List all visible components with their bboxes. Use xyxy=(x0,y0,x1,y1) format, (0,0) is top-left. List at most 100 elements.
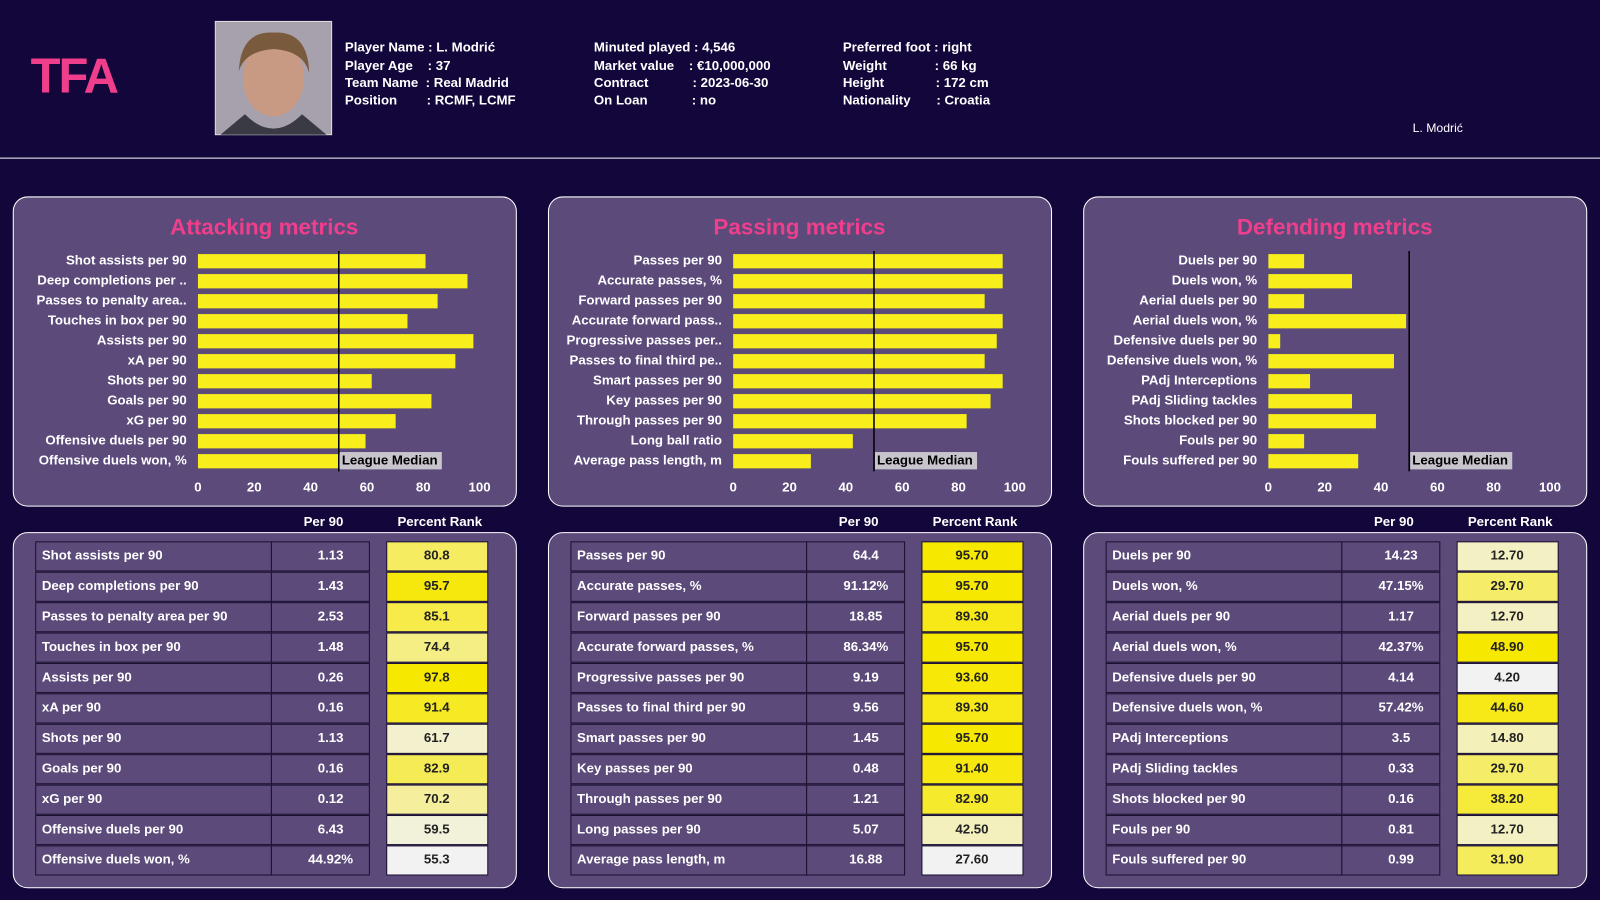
per90-value: 0.48 xyxy=(853,760,879,775)
name-cell xyxy=(1105,723,1343,754)
per90-value: 86.34% xyxy=(843,639,888,654)
percent-rank: 95.70 xyxy=(955,548,988,563)
metric-name: Accurate passes, % xyxy=(577,578,702,593)
value-cell xyxy=(270,723,370,754)
name-cell xyxy=(1105,754,1343,785)
rank-cell xyxy=(921,723,1024,754)
bar xyxy=(197,254,426,269)
y-tick-label: Offensive duels per 90 xyxy=(45,433,186,448)
name-cell xyxy=(1105,815,1343,846)
name-cell xyxy=(570,815,808,846)
per90-value: 42.37% xyxy=(1379,639,1424,654)
player-info: Team Name : Real Madrid xyxy=(345,75,509,90)
y-tick-label: Passes per 90 xyxy=(634,253,722,268)
percent-rank: 42.50 xyxy=(955,821,988,836)
value-cell xyxy=(1341,845,1441,876)
bar xyxy=(1268,394,1353,409)
name-cell xyxy=(1105,602,1343,633)
value-cell xyxy=(806,541,906,572)
value-cell xyxy=(1341,693,1441,724)
per90-value: 0.33 xyxy=(1388,760,1414,775)
value-cell xyxy=(806,723,906,754)
percent-rank: 12.70 xyxy=(1491,608,1524,623)
percent-rank: 95.70 xyxy=(955,578,988,593)
x-tick-label: 100 xyxy=(1539,479,1561,494)
y-tick-label: Duels per 90 xyxy=(1178,253,1257,268)
value-cell xyxy=(1341,571,1441,602)
metric-name: Average pass length, m xyxy=(577,852,725,867)
rank-cell xyxy=(921,845,1024,876)
value-cell xyxy=(806,784,906,815)
rank-cell xyxy=(386,662,489,694)
per90-value: 18.85 xyxy=(849,608,882,623)
per90-value: 9.56 xyxy=(853,700,879,715)
percent-rank: 55.3 xyxy=(424,852,450,867)
player-info: Position : RCMF, LCMF xyxy=(345,93,516,108)
percent-rank: 89.30 xyxy=(955,608,988,623)
bar xyxy=(197,454,354,469)
percent-rank: 14.80 xyxy=(1491,730,1524,745)
value-cell xyxy=(806,693,906,724)
rank-cell xyxy=(921,815,1024,846)
y-tick-label: Offensive duels won, % xyxy=(39,453,187,468)
chart-title: Attacking metrics xyxy=(170,214,358,239)
metric-name: Smart passes per 90 xyxy=(577,730,706,745)
percent-rank: 82.90 xyxy=(955,791,988,806)
name-cell xyxy=(35,723,272,754)
y-tick-label: Progressive passes per.. xyxy=(567,333,722,348)
y-tick-label: Defensive duels per 90 xyxy=(1114,333,1258,348)
metric-name: Duels won, % xyxy=(1112,578,1198,593)
value-cell xyxy=(1341,815,1441,846)
per90-value: 6.43 xyxy=(318,821,344,836)
per90-value: 2.53 xyxy=(318,608,344,623)
metric-name: xG per 90 xyxy=(42,791,102,806)
metric-name: Key passes per 90 xyxy=(577,760,693,775)
chart-title: Defending metrics xyxy=(1237,214,1433,239)
y-tick-label: Passes to penalty area.. xyxy=(36,293,186,308)
per90-value: 3.5 xyxy=(1392,730,1410,745)
value-cell xyxy=(1341,632,1441,663)
rank-cell xyxy=(386,693,489,724)
metric-name: Goals per 90 xyxy=(42,760,122,775)
per90-value: 1.13 xyxy=(318,730,344,745)
name-cell xyxy=(570,754,808,785)
metric-name: Duels per 90 xyxy=(1112,548,1191,563)
y-tick-label: Smart passes per 90 xyxy=(593,373,722,388)
name-cell xyxy=(1105,845,1343,876)
metric-name: Long passes per 90 xyxy=(577,821,701,836)
y-tick-label: Aerial duels won, % xyxy=(1133,313,1258,328)
metric-name: Shots per 90 xyxy=(42,730,122,745)
y-tick-label: Fouls per 90 xyxy=(1179,433,1257,448)
metric-name: Passes to final third per 90 xyxy=(577,700,746,715)
rank-cell xyxy=(1456,632,1559,663)
per90-value: 14.23 xyxy=(1384,548,1417,563)
bar xyxy=(197,334,474,349)
bar xyxy=(197,354,456,369)
x-tick-label: 40 xyxy=(838,479,853,494)
x-tick-label: 0 xyxy=(194,479,201,494)
player-info: Nationality : Croatia xyxy=(843,93,991,108)
value-cell xyxy=(270,602,370,633)
value-cell xyxy=(270,632,370,663)
y-tick-label: Passes to final third pe.. xyxy=(570,353,722,368)
rank-cell xyxy=(1456,602,1559,633)
rank-cell xyxy=(1456,754,1559,785)
y-tick-label: Duels won, % xyxy=(1172,273,1258,288)
name-cell xyxy=(35,662,272,694)
percent-rank: 91.40 xyxy=(955,760,988,775)
y-tick-label: PAdj Interceptions xyxy=(1141,373,1257,388)
percent-rank: 59.5 xyxy=(424,821,450,836)
value-cell xyxy=(270,784,370,815)
x-tick-label: 80 xyxy=(1486,479,1501,494)
player-info: Player Name : L. Modrić xyxy=(345,39,495,54)
per90-value: 0.16 xyxy=(318,760,344,775)
rank-cell xyxy=(921,662,1024,694)
player-info: Minuted played : 4,546 xyxy=(594,39,735,54)
percent-rank: 38.20 xyxy=(1491,791,1524,806)
metric-name: Offensive duels per 90 xyxy=(42,821,183,836)
rank-cell xyxy=(1456,693,1559,724)
metric-name: Deep completions per 90 xyxy=(42,578,199,593)
metric-name: Aerial duels per 90 xyxy=(1112,608,1230,623)
chart-title: Passing metrics xyxy=(713,214,885,239)
